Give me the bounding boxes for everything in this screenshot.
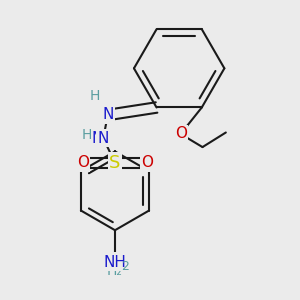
Text: O: O [175, 127, 187, 142]
Text: NH: NH [103, 253, 126, 268]
Text: H: H [89, 89, 100, 103]
Text: N: N [98, 131, 109, 146]
Text: NH: NH [103, 255, 126, 270]
Text: N: N [102, 107, 113, 122]
Text: S: S [109, 154, 121, 172]
Text: H: H [82, 128, 92, 142]
Text: H: H [82, 128, 92, 142]
Text: H₂: H₂ [107, 264, 123, 278]
Text: 2: 2 [121, 260, 129, 273]
Text: O: O [141, 155, 153, 170]
Text: N: N [102, 107, 113, 122]
Text: O: O [77, 155, 89, 170]
Text: H: H [89, 89, 100, 103]
Text: N: N [92, 131, 103, 146]
